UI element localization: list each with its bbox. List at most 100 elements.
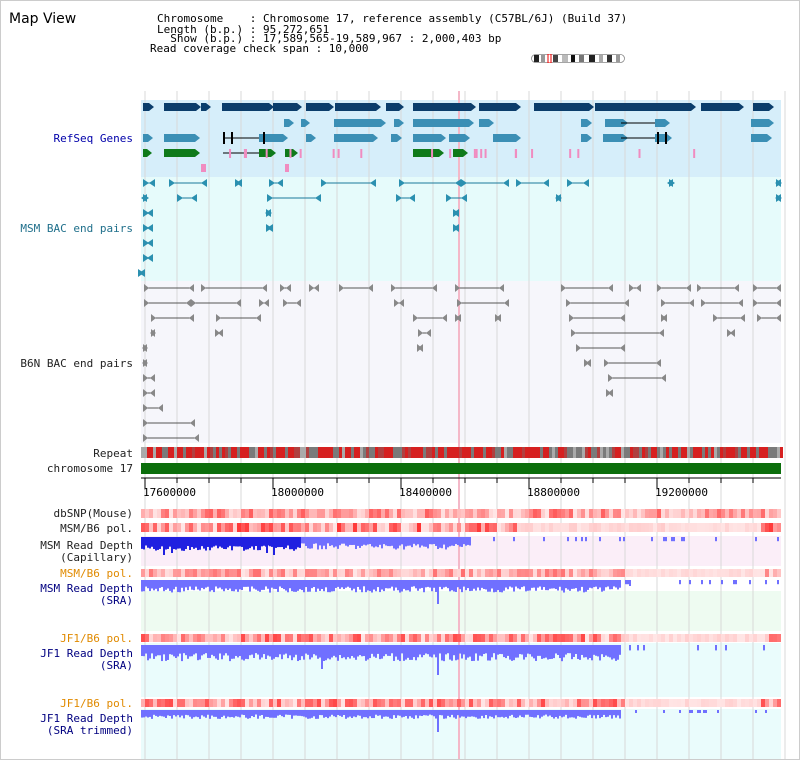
depth-bar	[365, 710, 367, 718]
heat-cell	[157, 699, 161, 707]
heat-cell	[253, 509, 257, 518]
heat-cell	[293, 699, 297, 707]
track-label-msm-b6-pol-sra[interactable]: MSM/B6 pol.	[60, 567, 133, 580]
depth-bar	[603, 710, 605, 715]
depth-bar	[243, 645, 245, 661]
repeat-mark	[654, 447, 657, 458]
depth-bar	[181, 645, 183, 662]
depth-bar	[537, 580, 539, 588]
depth-bar	[249, 645, 251, 656]
track-label-jf1-depth-trimmed[interactable]: JF1 Read Depth	[40, 712, 133, 725]
bac-end	[216, 314, 221, 322]
depth-bar	[375, 537, 377, 547]
depth-bar	[287, 580, 289, 593]
heat-cell	[289, 634, 293, 642]
depth-bar	[289, 710, 291, 715]
track-label-msm-depth-sra[interactable]: MSM Read Depth	[40, 582, 133, 595]
track-label-msm-bac[interactable]: MSM BAC end pairs	[20, 222, 133, 235]
heat-cell	[613, 523, 617, 532]
repeat-mark	[237, 447, 240, 458]
depth-bar	[269, 645, 271, 657]
heat-cell	[549, 699, 553, 707]
heat-cell	[453, 634, 457, 642]
heat-cell	[725, 634, 729, 642]
repeat-mark	[288, 447, 291, 458]
heat-cell	[513, 634, 517, 642]
depth-bar	[615, 645, 617, 661]
depth-bar	[237, 710, 239, 717]
track-label-jf1-b6-pol-trimmed[interactable]: JF1/B6 pol.	[60, 697, 133, 710]
repeat-mark	[369, 447, 372, 458]
heat-cell	[297, 699, 301, 707]
depth-bar	[395, 645, 397, 657]
depth-bar	[333, 580, 335, 592]
track-label-msm-b6-pol[interactable]: MSM/B6 pol.	[60, 522, 133, 535]
heat-cell	[277, 523, 281, 532]
heat-cell	[753, 569, 757, 577]
heat-cell	[169, 699, 173, 707]
heat-cell	[361, 569, 365, 577]
repeat-mark	[345, 447, 348, 458]
depth-bar	[457, 645, 459, 660]
bac-end	[321, 179, 327, 187]
track-label-msm-depth-capillary[interactable]: MSM Read Depth	[40, 539, 133, 552]
heat-cell	[357, 634, 361, 642]
gene-feature	[465, 134, 470, 142]
repeat-mark	[465, 447, 468, 458]
depth-bar	[161, 645, 163, 662]
depth-bar	[185, 710, 187, 715]
depth-bar	[175, 645, 177, 658]
track-label-dbsnp[interactable]: dbSNP(Mouse)	[53, 507, 133, 520]
depth-bar	[209, 645, 211, 658]
heat-cell	[341, 569, 345, 577]
heat-cell	[621, 569, 625, 577]
heat-cell	[677, 634, 681, 642]
heat-cell	[605, 634, 609, 642]
heat-cell	[473, 523, 477, 532]
heat-cell	[589, 699, 593, 707]
repeat-mark	[741, 447, 744, 458]
depth-bar	[147, 710, 149, 718]
depth-bar	[583, 645, 585, 658]
depth-bar	[583, 580, 585, 593]
heat-cell	[357, 509, 361, 518]
depth-bar	[587, 645, 589, 660]
ncrna-feature	[431, 149, 434, 158]
heat-cell	[741, 523, 745, 532]
bac-end	[144, 299, 149, 307]
track-label-b6n-bac[interactable]: B6N BAC end pairs	[20, 357, 133, 370]
track-label-jf1-depth-sra[interactable]: JF1 Read Depth	[40, 647, 133, 660]
chromosome-ideogram[interactable]	[531, 54, 625, 63]
heat-cell	[609, 509, 613, 518]
depth-bar	[163, 710, 165, 717]
repeat-mark	[438, 447, 441, 458]
depth-bar	[331, 537, 333, 546]
track-label-jf1-b6-pol[interactable]: JF1/B6 pol.	[60, 632, 133, 645]
depth-bar	[177, 645, 179, 657]
gene-feature	[334, 134, 373, 142]
track-label-refseq[interactable]: RefSeq Genes	[53, 132, 133, 145]
depth-bar	[479, 645, 481, 656]
heat-cell	[669, 699, 673, 707]
depth-bar	[315, 645, 317, 656]
heat-cell	[589, 509, 593, 518]
depth-bar	[319, 537, 321, 546]
heat-cell	[217, 569, 221, 577]
heat-cell	[681, 634, 685, 642]
bac-end	[583, 179, 589, 187]
depth-bar	[289, 645, 291, 656]
depth-bar	[183, 645, 185, 654]
heat-cell	[269, 509, 273, 518]
bac-end	[391, 284, 396, 292]
heat-cell	[345, 634, 349, 642]
heat-cell	[493, 699, 497, 707]
depth-bar	[303, 710, 305, 717]
ncrna-feature	[332, 149, 335, 158]
gene-feature	[394, 119, 399, 127]
repeat-mark	[324, 447, 327, 458]
bac-end	[776, 284, 781, 292]
depth-bar	[469, 580, 471, 592]
heat-cell	[509, 523, 513, 532]
depth-bar	[413, 710, 415, 719]
